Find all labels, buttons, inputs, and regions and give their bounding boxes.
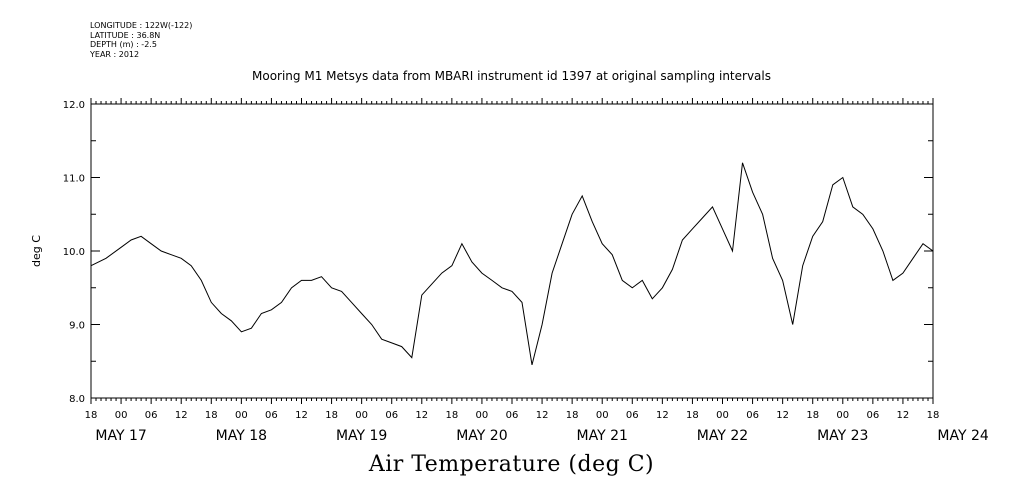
x-hour-label: 12 [536,410,549,421]
meta-latitude: LATITUDE : 36.8N [90,30,161,40]
y-tick-label: 8.0 [69,394,85,405]
x-hour-label: 00 [836,410,849,421]
x-axis-title: Air Temperature (deg C) [368,452,655,477]
x-hour-label: 06 [265,410,278,421]
x-hour-label: 12 [175,410,188,421]
x-day-label: MAY 21 [577,428,628,444]
x-day-label: MAY 24 [937,428,988,444]
x-day-label: MAY 19 [336,428,387,444]
meta-year: YEAR : 2012 [90,49,140,59]
x-hour-label: 06 [385,410,398,421]
x-hour-label: 06 [626,410,639,421]
x-hour-label: 12 [656,410,669,421]
x-day-label: MAY 18 [216,428,267,444]
x-hour-label: 00 [235,410,248,421]
meta-longitude: LONGITUDE : 122W(-122) [90,21,193,30]
series-line [90,162,934,366]
x-hour-label: 00 [596,410,609,421]
x-hour-label: 06 [866,410,879,421]
y-tick-label: 10.0 [63,247,85,258]
x-day-label: MAY 23 [817,428,868,444]
x-hour-label: 18 [205,410,218,421]
x-hour-label: 00 [716,410,729,421]
x-hour-label: 18 [566,410,579,421]
metadata-block: LONGITUDE : 122W(-122) LATITUDE : 36.8N … [90,21,192,59]
x-hour-label: 18 [686,410,699,421]
x-hour-label: 12 [295,410,308,421]
x-day-label: MAY 20 [456,428,507,444]
x-hour-label: 18 [927,410,940,421]
plot-frame [90,103,934,399]
x-hour-label: 12 [897,410,910,421]
x-hour-label: 00 [476,410,489,421]
x-hour-label: 18 [85,410,98,421]
y-tick-label: 9.0 [69,321,85,332]
x-day-label: MAY 22 [697,428,748,444]
y-axis-label: deg C [30,235,43,267]
meta-depth: DEPTH (m) : -2.5 [90,40,157,49]
x-hour-label: 00 [115,410,128,421]
x-hour-label: 18 [325,410,338,421]
y-tick-label: 11.0 [63,174,85,185]
x-hour-label: 00 [355,410,368,421]
y-tick-label: 12.0 [63,100,85,111]
x-day-label: MAY 17 [95,428,146,444]
chart-title: Mooring M1 Metsys data from MBARI instru… [252,69,771,83]
x-hour-label: 18 [806,410,819,421]
x-hour-label: 06 [145,410,158,421]
x-hour-label: 12 [415,410,428,421]
x-hour-label: 06 [506,410,519,421]
x-hour-label: 18 [445,410,458,421]
x-hour-label: 12 [776,410,789,421]
x-hour-label: 06 [746,410,759,421]
